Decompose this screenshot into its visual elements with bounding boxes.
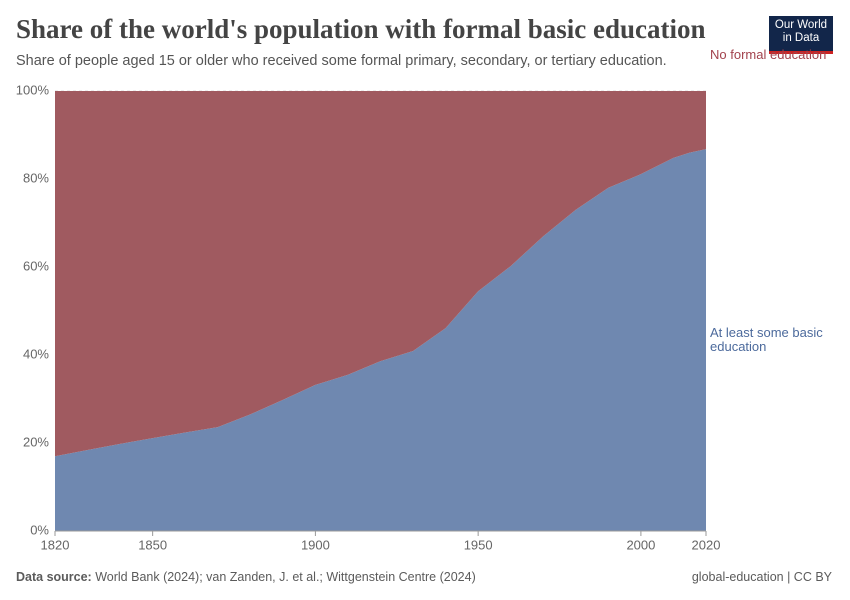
y-tick-label: 80%	[23, 170, 49, 185]
y-tick-label: 40%	[23, 346, 49, 361]
x-tick-label: 2000	[626, 537, 655, 552]
footer-license: global-education | CC BY	[691, 570, 832, 584]
area	[55, 91, 706, 457]
source-label: Data source:	[16, 570, 92, 584]
logo[interactable]: Our World in Data	[769, 16, 833, 54]
x-tick-label: 1900	[301, 537, 330, 552]
x-tick-label: 2020	[692, 537, 721, 552]
series-label: At least some basic education	[710, 325, 823, 355]
x-tick-label: 1820	[41, 537, 70, 552]
source-text: World Bank (2024); van Zanden, J. et al.…	[95, 570, 476, 584]
y-tick-label: 0%	[30, 522, 49, 537]
x-tick-label: 1950	[464, 537, 493, 552]
chart-subtitle: Share of people aged 15 or older who rec…	[16, 53, 667, 69]
y-tick-label: 60%	[23, 258, 49, 273]
series-label: No formal education	[710, 47, 827, 62]
area	[55, 149, 706, 531]
footer-source: Data source: World Bank (2024); van Zand…	[16, 570, 476, 584]
y-tick-label: 20%	[23, 434, 49, 449]
y-tick-label: 100%	[16, 82, 50, 97]
x-tick-label: 1850	[138, 537, 167, 552]
chart-title: Share of the world's population with for…	[16, 14, 706, 44]
